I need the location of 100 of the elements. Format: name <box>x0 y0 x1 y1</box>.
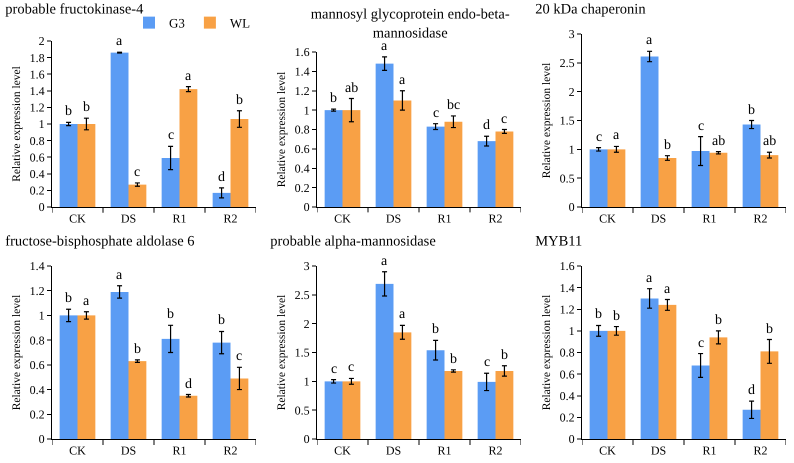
x-tick-label: CK <box>334 211 352 226</box>
y-tick-label: 2.5 <box>560 56 575 70</box>
x-tick-label: DS <box>120 211 136 226</box>
x-tick-label: R2 <box>488 211 503 226</box>
data-label: a <box>664 282 671 297</box>
bar <box>658 304 676 439</box>
x-tick-label: R2 <box>223 211 238 226</box>
y-tick-label: 0.4 <box>560 388 575 403</box>
data-label: b <box>766 322 773 337</box>
legend-label: G3 <box>169 16 185 31</box>
bar <box>78 124 96 207</box>
data-label: c <box>331 362 338 377</box>
y-tick-label: 1 <box>304 103 310 118</box>
y-tick-label: 0.8 <box>560 346 575 360</box>
bar <box>760 351 778 439</box>
y-tick-label: 1.8 <box>30 50 45 65</box>
data-label: c <box>433 106 440 121</box>
y-axis-title: Relative expression level <box>541 294 554 410</box>
bar <box>710 337 728 439</box>
y-tick-label: 1.4 <box>294 64 310 79</box>
bar <box>342 381 360 439</box>
x-tick-label: R2 <box>753 211 768 226</box>
data-label: b <box>134 342 141 357</box>
chart-title: probable alpha-mannosidase <box>270 234 436 250</box>
y-tick-label: 2 <box>568 84 575 99</box>
data-label: b <box>501 348 508 363</box>
x-tick-label: CK <box>69 211 86 226</box>
bar <box>78 315 96 439</box>
y-tick-label: 1.5 <box>294 346 310 360</box>
y-tick-label: 0 <box>304 432 310 446</box>
y-tick-label: 0.8 <box>30 134 45 148</box>
bar <box>640 298 658 439</box>
data-label: a <box>116 34 123 49</box>
x-tick-label: CK <box>599 211 616 226</box>
y-tick-label: 1.4 <box>30 84 45 98</box>
data-label: a <box>646 271 653 286</box>
bar <box>394 100 412 207</box>
bar <box>324 110 342 207</box>
data-label: a <box>613 128 620 143</box>
bar <box>342 110 360 207</box>
data-label: d <box>748 383 755 398</box>
bar <box>478 141 496 207</box>
y-tick-label: 0.5 <box>294 403 310 418</box>
chart-title: MYB11 <box>535 234 582 250</box>
x-tick-label: DS <box>386 211 402 226</box>
x-tick-label: CK <box>334 443 352 458</box>
y-tick-label: 1.5 <box>560 114 575 128</box>
x-tick-label: R2 <box>223 443 238 458</box>
y-tick-label: 1.2 <box>560 302 575 316</box>
data-label: bc <box>447 98 460 113</box>
chart-title: mannosyl glycoprotein endo-beta- mannosidase <box>310 6 510 42</box>
y-axis-title: Relative expression level <box>11 66 24 182</box>
bar <box>376 64 394 207</box>
bar <box>444 122 462 207</box>
y-tick-label: 0.2 <box>294 180 310 195</box>
bar <box>760 155 778 207</box>
data-label: b <box>715 313 722 328</box>
y-tick-label: 0.6 <box>560 367 575 382</box>
y-tick-label: 2.5 <box>294 288 310 302</box>
bar <box>162 338 180 439</box>
bar <box>376 284 394 439</box>
bar <box>180 89 198 207</box>
y-tick-label: 0 <box>304 200 310 214</box>
y-tick-label: 1 <box>568 324 575 338</box>
y-tick-label: 1 <box>304 374 310 389</box>
data-label: d <box>185 377 192 392</box>
data-label: c <box>236 349 242 364</box>
y-tick-label: 1.4 <box>560 280 575 295</box>
bar <box>478 382 496 439</box>
y-tick-label: 1.4 <box>30 259 45 274</box>
y-tick-label: 0.8 <box>30 333 45 348</box>
data-label: a <box>381 39 388 54</box>
chart-title: 20 kDa chaperonin <box>535 2 646 18</box>
y-tick-label: 0.2 <box>560 410 575 425</box>
y-tick-label: 0.4 <box>294 161 310 176</box>
y-tick-label: 0.2 <box>30 184 45 198</box>
x-tick-label: DS <box>386 443 402 458</box>
y-tick-label: 0.4 <box>30 167 45 181</box>
data-label: b <box>167 307 174 322</box>
data-label: a <box>381 254 388 269</box>
bar <box>60 315 78 439</box>
data-label: a <box>399 73 406 88</box>
bar <box>162 158 180 207</box>
y-tick-label: 0.6 <box>30 358 45 372</box>
bar <box>180 396 198 439</box>
x-tick-label: R1 <box>437 211 452 226</box>
y-tick-label: 0 <box>38 200 45 214</box>
data-label: ab <box>345 81 358 96</box>
data-label: a <box>646 33 653 48</box>
y-tick-label: 0.6 <box>30 150 45 164</box>
bar <box>710 152 728 207</box>
data-label: c <box>168 128 174 143</box>
bar <box>230 119 248 207</box>
bar <box>110 52 128 207</box>
data-label: c <box>596 130 602 145</box>
data-label: b <box>236 93 243 108</box>
y-tick-label: 3 <box>304 259 310 274</box>
data-label: c <box>698 336 704 351</box>
y-tick-label: 1 <box>568 142 575 157</box>
bar <box>394 332 412 439</box>
